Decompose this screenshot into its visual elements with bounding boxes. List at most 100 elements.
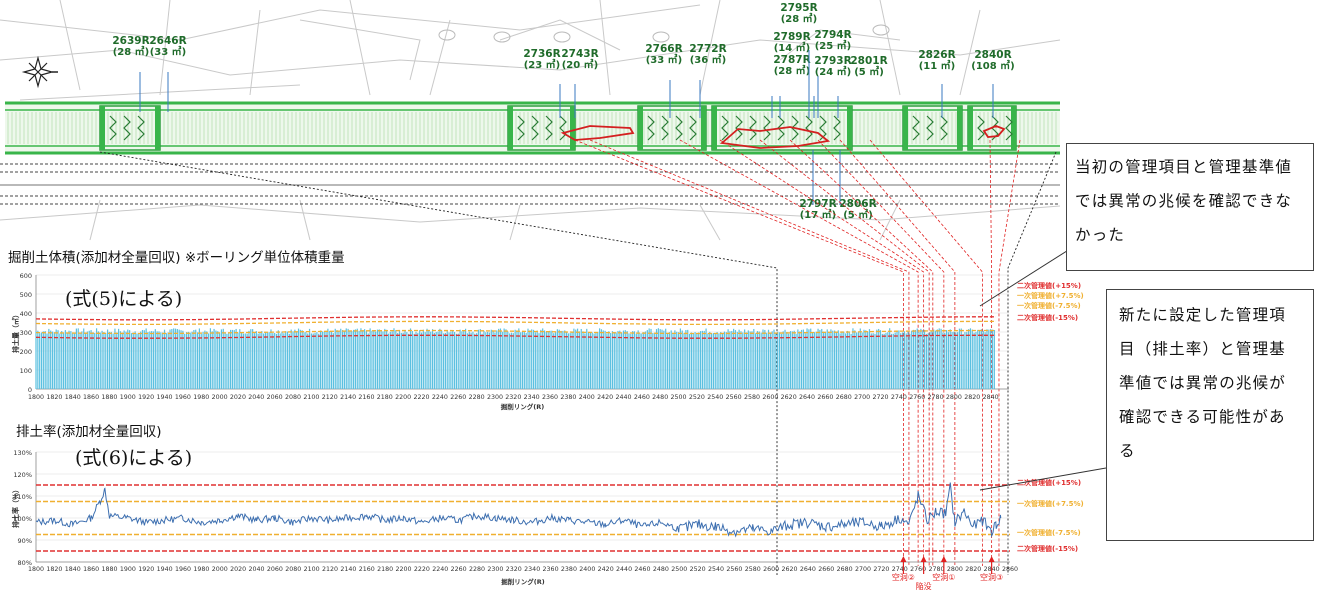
bar (239, 329, 241, 389)
x-tick-label: 2620 (781, 394, 797, 401)
bar (119, 331, 122, 389)
bar (903, 331, 905, 389)
bar (898, 330, 900, 389)
bar (852, 328, 854, 389)
bar (758, 331, 760, 389)
bar (138, 333, 140, 389)
bar (358, 330, 360, 389)
connector-red (589, 139, 910, 566)
x-tick-label: 2480 (653, 566, 669, 573)
bar (554, 331, 557, 389)
bar (347, 328, 349, 389)
x-tick-label: 2800 (946, 394, 962, 401)
bar (334, 328, 336, 389)
bar (668, 332, 670, 389)
x-tick-label: 2760 (909, 394, 925, 401)
bar (132, 332, 134, 389)
bar (441, 330, 443, 389)
bar (523, 332, 525, 389)
bar (169, 329, 171, 389)
bar (657, 328, 659, 389)
bar (977, 329, 979, 389)
bar (696, 333, 698, 389)
x-tick-label: 2100 (304, 566, 320, 573)
bar (885, 332, 887, 389)
bar (283, 333, 285, 389)
bar (395, 330, 397, 389)
bar (174, 328, 177, 389)
x-tick-label: 2720 (872, 394, 888, 401)
bar (643, 332, 645, 389)
bar (795, 333, 797, 389)
bar (92, 332, 94, 389)
bar (857, 332, 860, 389)
x-tick-label: 2340 (524, 394, 540, 401)
x-tick-label: 2820 (965, 566, 981, 573)
bar (498, 328, 500, 389)
bar (766, 332, 768, 389)
threshold-label: 一次管理値(-7.5%) (1017, 301, 1081, 310)
x-tick-label: 2800 (947, 566, 963, 573)
x-tick-label: 2740 (892, 566, 908, 573)
bar (156, 331, 158, 389)
bar (264, 331, 267, 389)
bar (637, 330, 639, 389)
bar (180, 330, 182, 389)
ring-label: 2840R(108 ㎥) (971, 49, 1015, 118)
bar (909, 333, 911, 389)
bar (152, 331, 155, 389)
ring-id: 2806R (839, 198, 876, 210)
bar (444, 332, 446, 389)
x-tick-label: 2680 (837, 566, 853, 573)
bar (77, 328, 79, 389)
x-tick-label: 2820 (964, 394, 980, 401)
ring-label: 2806R(5 ㎥) (839, 150, 877, 221)
x-tick-label: 2840 (983, 394, 999, 401)
bar (705, 328, 707, 389)
bar (699, 331, 702, 389)
bar (218, 333, 221, 389)
bar (942, 332, 944, 389)
x-tick-label: 2140 (340, 566, 356, 573)
bar (163, 329, 166, 389)
bar (922, 330, 924, 389)
bar (775, 333, 777, 389)
x-tick-label: 2500 (671, 394, 687, 401)
x-tick-label: 2740 (891, 394, 907, 401)
bar (564, 330, 566, 389)
bar (835, 331, 838, 389)
x-tick-label: 2200 (395, 394, 411, 401)
bar (960, 328, 962, 389)
bar (584, 333, 586, 389)
cavity-marker: 空洞③ (980, 556, 1003, 582)
bar (222, 328, 224, 389)
bar (308, 328, 311, 389)
x-tick-label: 2780 (928, 566, 944, 573)
bar (845, 333, 847, 389)
bar (749, 331, 751, 389)
bar (86, 331, 89, 389)
bar (246, 333, 248, 389)
bar (575, 329, 577, 389)
bar (167, 332, 169, 389)
bar (83, 328, 85, 389)
bar (252, 329, 254, 389)
bar (459, 329, 461, 389)
bar (127, 329, 129, 389)
bar (242, 333, 245, 389)
bar (933, 329, 935, 389)
bar (215, 330, 217, 389)
x-tick-label: 1860 (83, 394, 99, 401)
bar (804, 333, 806, 389)
bar (872, 333, 874, 389)
bar (378, 329, 380, 389)
bar (540, 329, 542, 389)
bar (362, 330, 364, 389)
ring-id: 2736R (523, 48, 560, 60)
bar (896, 330, 898, 389)
bar (318, 333, 320, 389)
x-tick-label: 2220 (414, 394, 430, 401)
bar (510, 332, 513, 389)
bar (448, 332, 450, 389)
bar (228, 333, 230, 389)
